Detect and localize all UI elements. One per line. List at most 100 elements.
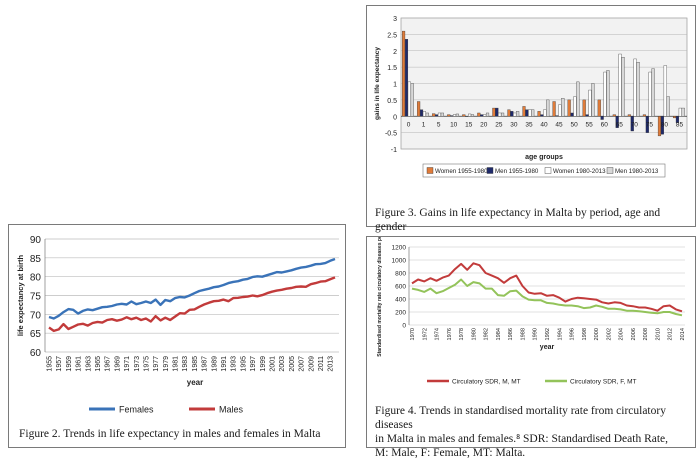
x-tick-label: 25 [495,121,503,128]
bar [561,98,564,116]
x-axis-title: year [187,378,203,387]
bar [643,115,646,117]
bar [571,113,574,116]
bar [634,59,637,116]
x-tick-label: 2012 [668,328,674,340]
x-tick-label: 1996 [570,328,576,340]
legend-label: Circulatory SDR, F, MT [570,379,636,386]
bar [468,114,471,116]
x-tick-label: 1971 [124,356,131,372]
legend-swatch [607,168,613,174]
figure2-caption: Figure 2. Trends in life expectancy in m… [19,427,339,441]
x-tick-label: 1982 [484,328,490,340]
x-tick-label: 1999 [260,356,267,372]
x-tick-label: 2008 [643,328,649,340]
x-tick-label: 1978 [459,328,465,340]
x-tick-label: 1957 [56,356,63,372]
bar [402,31,405,116]
bar [543,110,546,117]
x-tick-label: 1989 [211,356,218,372]
legend-label: Males [219,405,244,415]
x-tick-label: 1977 [153,356,160,372]
bar [441,113,444,116]
legend-swatch [545,168,551,174]
bar [598,100,601,116]
y-tick-label: -1 [391,147,397,154]
bar [405,39,408,116]
x-tick-label: 1959 [66,356,73,372]
y-tick-label: 90 [30,235,42,246]
bar [574,97,577,117]
bar [508,110,511,117]
x-tick-label: 1972 [422,328,428,340]
x-tick-label: 80 [661,121,669,128]
bar [538,111,541,116]
bar [462,115,465,117]
bar [541,115,544,117]
x-tick-label: 65 [616,121,624,128]
bar [628,115,631,117]
bar [528,110,531,117]
bar [423,111,426,116]
y-axis-title: life expectancy at birth [16,254,25,336]
bar [498,113,501,116]
x-tick-label: 1 [422,121,426,128]
bar [493,108,496,116]
x-tick-label: 1980 [471,328,477,340]
bar [447,115,450,117]
x-tick-label: 55 [586,121,594,128]
bar [589,90,592,116]
x-tick-label: 1976 [447,328,453,340]
bar [576,82,579,116]
x-tick-label: 0 [407,121,411,128]
x-tick-label: 1994 [557,328,563,340]
x-tick-label: 2000 [594,328,600,340]
bar [652,69,655,116]
bar [456,114,459,116]
bar [471,115,474,117]
legend-label: Circulatory SDR, M, MT [452,379,521,386]
x-tick-label: 1961 [76,356,83,372]
x-tick-label: 60 [601,121,609,128]
x-tick-label: 35 [525,121,533,128]
x-tick-label: 1963 [85,356,92,372]
y-tick-label: 600 [395,284,406,291]
y-tick-label: 1200 [392,245,407,252]
x-tick-label: 1970 [410,328,416,340]
x-axis-title: age groups [525,154,563,161]
bar [477,113,480,116]
x-tick-label: 1985 [192,356,199,372]
figure4-caption: Figure 4. Trends in standardised mortali… [375,404,693,460]
x-tick-label: 2006 [631,328,637,340]
bar [432,114,435,117]
y-tick-label: 60 [30,348,42,359]
x-tick-label: 1988 [520,328,526,340]
bar [501,113,504,116]
x-tick-label: 10 [450,121,458,128]
legend-label: Women 1955-1980 [435,168,488,175]
x-tick-label: 2004 [619,328,625,340]
bar [438,113,441,116]
x-tick-label: 2013 [328,356,335,372]
bar [667,97,670,117]
bar [619,54,622,116]
bar [559,105,562,116]
bar [568,100,571,116]
x-tick-label: 1973 [134,356,141,372]
x-tick-label: 30 [510,121,518,128]
figure4-caption-line2: in Malta in males and females.⁸ SDR: Sta… [375,432,693,446]
bar [450,116,453,117]
x-tick-label: 1998 [582,328,588,340]
bar [649,72,652,116]
x-tick-label: 85 [676,121,684,128]
x-tick-label: 1955 [47,356,54,372]
legend-label: Women 1980-2013 [553,168,606,175]
y-tick-label: 2 [393,49,397,56]
x-tick-label: 75 [646,121,654,128]
y-tick-label: 80 [30,273,42,284]
x-tick-label: 1983 [182,356,189,372]
bar [613,115,616,117]
